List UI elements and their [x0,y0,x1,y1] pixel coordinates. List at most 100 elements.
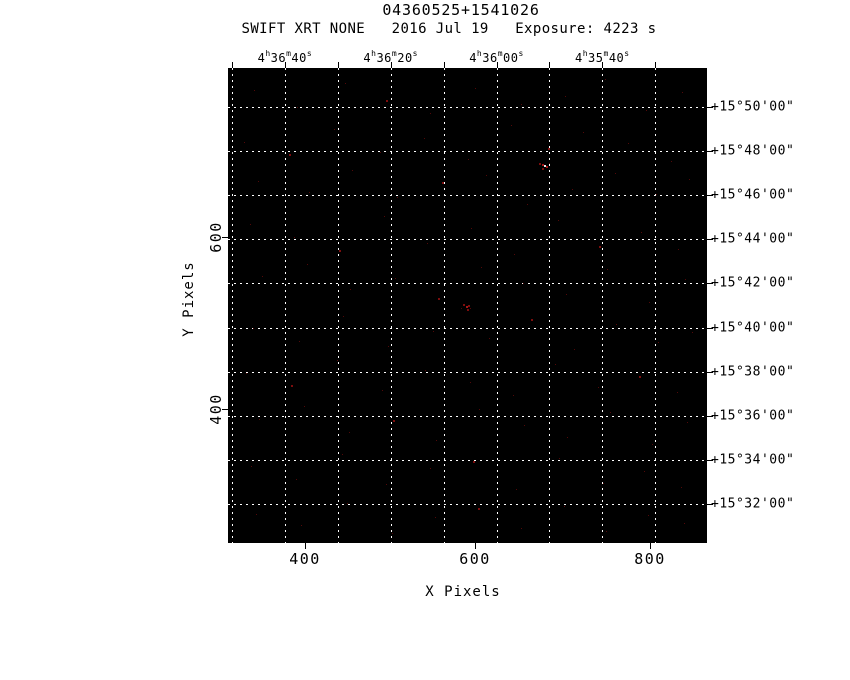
photon-event-dot [468,305,470,307]
photon-event-dot [684,523,685,524]
ra-unit-superscript: s [624,49,630,58]
dec-tick-label: +15°50'00" [711,99,795,115]
photon-event-dot [339,250,341,252]
plot-title: 04360525+1541026 [382,1,540,19]
dec-tick-label: +15°46'00" [711,187,795,203]
photon-event-dot [386,100,388,102]
bottom-axis-tick [650,543,651,549]
photon-event-dot [531,319,533,321]
photon-event-dot [542,168,544,170]
photon-event-dot [254,90,255,91]
grid-line-horizontal [228,151,707,153]
photon-event-dot [256,514,257,515]
ra-unit-superscript: h [265,49,271,58]
dec-tick-label: +15°32'00" [711,496,795,512]
ra-unit-superscript: h [476,49,483,58]
right-axis-tick [707,503,713,505]
photon-event-dot [392,533,393,534]
grid-line-horizontal [228,371,707,373]
photon-event-dot [470,308,471,309]
bottom-axis-tick [305,543,306,549]
photon-event-dot [511,125,512,126]
photon-event-dot [646,110,647,111]
grid-line-vertical [602,68,604,543]
top-axis-tick [443,62,445,68]
top-axis-tick [232,62,233,68]
photon-event-dot [438,298,440,300]
photon-event-dot [558,220,559,221]
photon-event-dot [677,392,678,393]
ra-unit-superscript: s [306,49,313,58]
photon-event-dot [244,142,245,143]
grid-line-horizontal [228,327,707,329]
photon-event-dot [658,342,659,343]
ra-tick-label: 4h36m40s [257,49,313,65]
photon-event-dot [605,79,606,80]
dec-tick-label: +15°38'00" [711,364,795,380]
photon-event-dot [342,454,343,455]
photon-event-dot [442,182,444,184]
bottom-axis-tick [475,543,476,549]
photon-event-dot [567,437,568,438]
x-tick-label: 400 [289,550,321,568]
right-axis-tick [707,151,713,153]
photon-event-dot [436,440,437,441]
photon-event-dot [682,92,683,93]
dec-tick-label: +15°36'00" [711,408,795,424]
photon-event-dot [296,479,297,480]
photon-event-dot [425,370,426,371]
right-axis-tick [707,195,713,197]
ra-unit-superscript: m [497,49,504,58]
right-axis-tick [707,283,713,285]
top-axis-tick [655,62,657,68]
left-axis-tick [222,409,228,410]
dec-tick-label: +15°34'00" [711,452,795,468]
photon-event-dot [380,152,381,153]
right-axis-tick [707,459,713,461]
photon-event-dot [291,385,293,387]
photon-event-dot [685,279,686,280]
ra-tick-label: 4h36m20s [363,49,418,65]
photon-event-dot [598,387,599,388]
right-axis-tick [707,371,713,373]
photon-event-dot [466,306,468,308]
photon-event-dot [513,395,514,396]
photon-event-dot [307,264,308,265]
grid-line-vertical [549,68,551,543]
photon-event-dot [388,346,389,347]
y-tick-label: 400 [207,393,225,425]
ra-tick-label: 4h35m40s [574,49,630,65]
right-axis-tick [707,107,713,108]
photon-event-dot [671,161,672,162]
photon-event-dot [549,163,550,164]
photon-event-dot [430,113,431,114]
photon-event-dot [687,422,688,423]
photon-event-dot [678,249,679,250]
grid-line-horizontal [228,415,707,417]
photon-event-dot [644,471,645,472]
photon-event-dot [478,508,480,510]
grid-line-vertical [655,68,657,543]
photon-event-dot [689,179,690,180]
x-axis-title: X Pixels [425,584,501,600]
grid-line-vertical [284,68,286,543]
ra-tick-label: 4h36m00s [469,49,524,65]
photon-event-dot [524,425,525,426]
photon-event-dot [395,278,396,279]
photon-event-dot [258,181,259,182]
photon-event-dot [467,309,469,311]
photon-event-dot [289,154,291,156]
dec-tick-label: +15°48'00" [711,143,795,159]
photon-event-dot [516,489,517,490]
photon-event-dot [424,138,425,139]
grid-line-vertical [390,68,392,543]
grid-line-horizontal [228,459,707,461]
ra-unit-superscript: m [286,49,292,58]
grid-line-vertical [232,68,233,543]
photon-event-dot [539,163,541,165]
photon-event-dot [382,390,383,391]
photon-event-dot [463,304,465,306]
x-tick-label: 600 [459,550,491,568]
photon-event-dot [473,461,475,463]
